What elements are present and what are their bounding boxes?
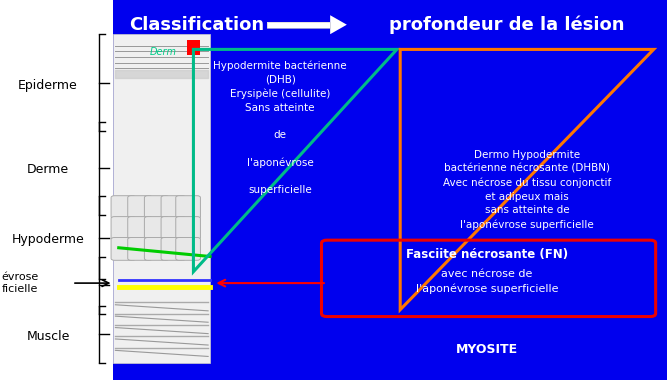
Text: MYOSITE: MYOSITE [456, 343, 518, 356]
FancyBboxPatch shape [176, 217, 200, 239]
Text: Epiderme: Epiderme [18, 79, 78, 92]
FancyBboxPatch shape [111, 238, 136, 260]
FancyBboxPatch shape [128, 238, 152, 260]
FancyBboxPatch shape [161, 238, 185, 260]
Text: Hypoderme: Hypoderme [11, 233, 85, 246]
Bar [113, 0, 667, 380]
FancyBboxPatch shape [161, 196, 185, 218]
Text: Dermo Hypodermite
bactérienne nécrosante (DHBN)
Avec nécrose du tissu conjonctif: Dermo Hypodermite bactérienne nécrosante… [443, 150, 611, 230]
FancyBboxPatch shape [144, 196, 169, 218]
FancyBboxPatch shape [144, 238, 169, 260]
FancyBboxPatch shape [176, 238, 200, 260]
FancyBboxPatch shape [144, 217, 169, 239]
Text: Derme: Derme [27, 163, 69, 176]
FancyBboxPatch shape [161, 217, 185, 239]
Bar [267, 22, 330, 28]
FancyBboxPatch shape [111, 196, 136, 218]
Text: Muscle: Muscle [26, 330, 70, 343]
FancyBboxPatch shape [128, 196, 152, 218]
FancyBboxPatch shape [176, 196, 200, 218]
Bar [267, 22, 330, 28]
FancyBboxPatch shape [128, 217, 152, 239]
Text: Fasciite nécrosante (FN): Fasciite nécrosante (FN) [406, 248, 568, 261]
Bar [187, 40, 200, 55]
FancyBboxPatch shape [111, 217, 136, 239]
Polygon shape [330, 15, 347, 34]
Text: avec nécrose de
l'aponévrose superficielle: avec nécrose de l'aponévrose superficiel… [416, 269, 558, 294]
Text: Hypodermite bactérienne
(DHB)
Erysipèle (cellulite)
Sans atteinte

de

l'aponévr: Hypodermite bactérienne (DHB) Erysipèle … [213, 61, 347, 195]
Bar [113, 34, 210, 363]
Text: Classification: Classification [129, 16, 264, 34]
Text: profondeur de la lésion: profondeur de la lésion [389, 16, 625, 34]
Text: Derm: Derm [150, 48, 177, 57]
Text: évrose
ficielle: évrose ficielle [1, 272, 39, 294]
